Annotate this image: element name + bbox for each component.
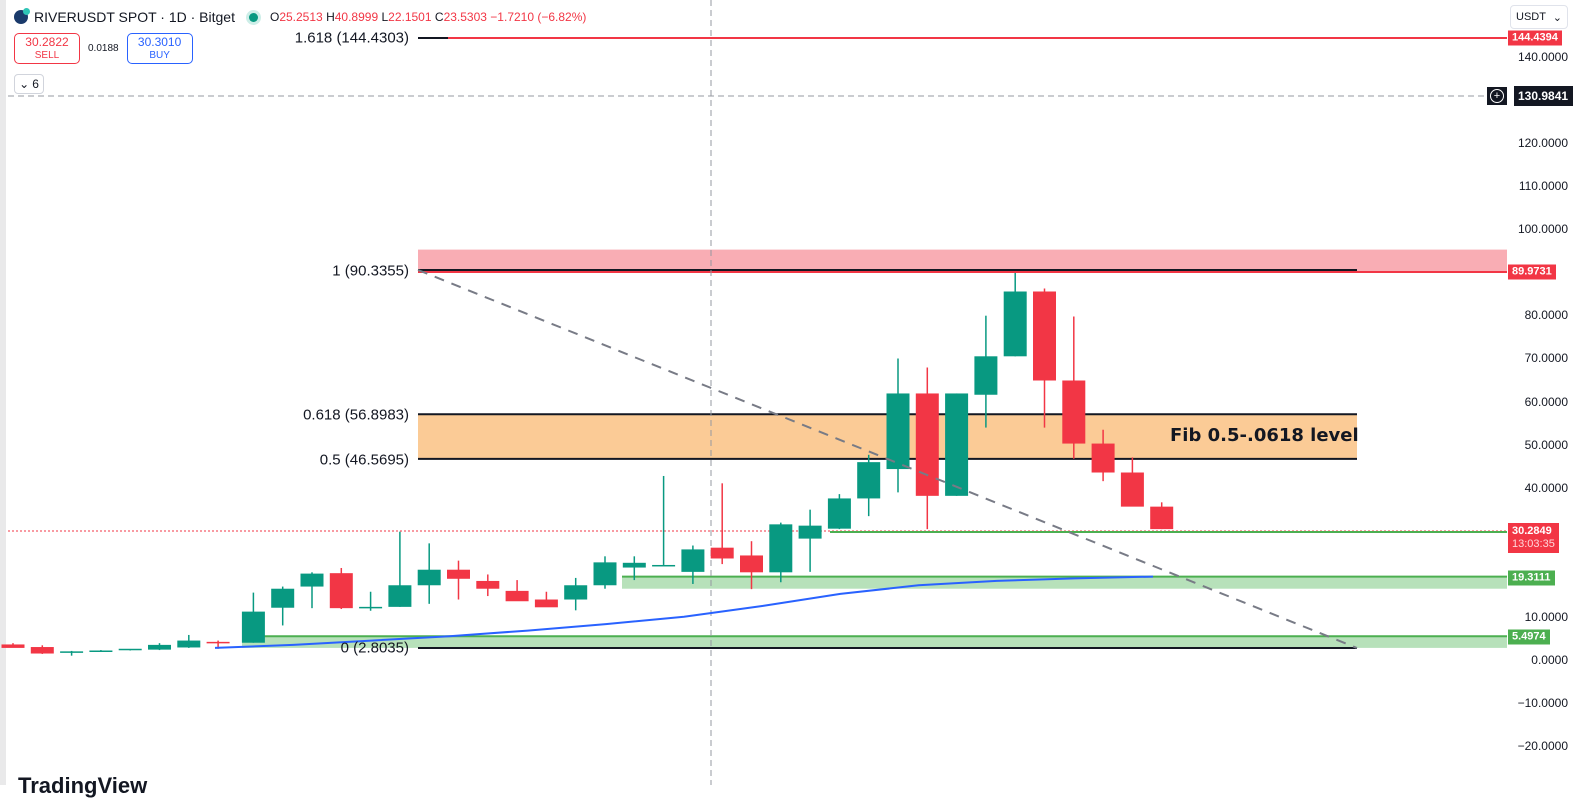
zone-support_2 [242,636,1507,648]
axis-tick: −10.0000 [1517,696,1568,710]
candle-body [681,549,705,572]
candle-body [564,585,588,600]
axis-tick: 60.0000 [1524,395,1568,409]
candle-body [740,555,763,573]
candle-body [1062,380,1086,444]
candle-body [886,393,910,470]
candle-body [241,611,265,643]
last-price: 30.2849 [1512,525,1552,537]
chevron-down-icon: ⌄ [1552,11,1562,24]
candle-body [30,647,54,654]
candle-body [593,562,617,586]
candle-body [974,356,998,395]
moving-average-line [214,575,1154,649]
zone-support_1 [622,576,1507,589]
candle-body [447,569,470,579]
spread-value: 0.0188 [88,43,119,54]
candle-body [417,569,441,586]
candle-body [1003,291,1027,357]
candle-body [89,650,113,652]
symbol-logo-icon [14,8,30,24]
sell-price: 30.2822 [25,34,69,49]
fib-label-1618: 1.618 (144.4303) [294,29,409,47]
candle-body [118,648,142,651]
candle-body [206,641,230,644]
last-price-tag: 30.2849 13:03:35 [1508,523,1559,553]
candle-body [1,644,25,648]
candle-body [60,651,84,653]
candle-body [505,590,529,602]
sell-button[interactable]: 30.2822 SELL [14,33,80,64]
axis-tick: 10.0000 [1524,610,1568,624]
left-toolbar-edge [0,0,6,785]
candle-body [388,585,412,607]
tradingview-watermark: TradingView [18,773,148,798]
candle-body [827,498,851,529]
zone-resistance [418,249,1507,272]
symbol-title[interactable]: RIVERUSDT SPOT · 1D · Bitget [34,9,235,25]
fib-zone-annotation[interactable]: Fib 0.5-.0618 level [1170,425,1359,446]
candle-body [1033,291,1056,381]
fib-label-0: 0 (2.8035) [340,639,409,657]
indicators-toggle-button[interactable]: ⌄ 6 [14,74,44,94]
sell-label: SELL [34,49,60,61]
candle-body [710,547,734,559]
add-alert-button[interactable]: + [1487,87,1507,105]
candle-body [1091,443,1115,473]
trade-panel: 30.2822 SELL 0.0188 30.3010 BUY [14,33,193,64]
axis-tick: −20.0000 [1517,739,1568,753]
candle-body [945,393,969,496]
candle-body [915,393,939,496]
currency-select[interactable]: USDT ⌄ [1510,5,1568,29]
candle-body [359,606,383,609]
candle-body [148,644,171,650]
axis-tick: 100.0000 [1517,222,1568,236]
axis-tick: 140.0000 [1517,50,1568,64]
plus-icon: + [1490,89,1504,103]
buy-label: BUY [149,49,170,61]
fib-label-05: 0.5 (46.5695) [319,451,409,469]
axis-tick: 0.0000 [1531,653,1568,667]
axis-tick: 50.0000 [1524,438,1568,452]
candle-body [769,524,793,573]
candle-body [1150,506,1174,530]
crosshair-price-tag: 130.9841 [1514,86,1574,106]
dashed-trendline [417,269,1358,649]
candle-body [1120,472,1144,507]
axis-tick: 120.0000 [1517,136,1568,150]
resistance-price-tag: 89.9731 [1508,264,1556,280]
candle-body [476,580,500,589]
axis-tick: 70.0000 [1524,351,1568,365]
candle-body [300,573,324,587]
buy-price: 30.3010 [137,34,182,49]
candle-body [798,525,822,539]
candle-body [652,564,676,567]
fib-1618-price-tag: 144.4394 [1508,30,1562,46]
candle-countdown: 13:03:35 [1512,538,1555,550]
axis-tick: 80.0000 [1524,308,1568,322]
candle-body [622,562,646,568]
support-1-price-tag: 19.3111 [1508,570,1555,586]
buy-button[interactable]: 30.3010 BUY [126,33,193,64]
ohlc-values: O25.2513 H40.8999 L22.1501 C23.5303 −1.7… [269,10,587,24]
axis-tick: 110.0000 [1518,179,1568,193]
candle-body [534,599,558,608]
chevron-down-icon: ⌄ [19,77,30,91]
fib-label-0618: 0.618 (56.8983) [303,406,409,424]
candle-body [857,462,881,499]
market-status-icon [248,12,258,22]
symbol-legend: RIVERUSDT SPOT · 1D · Bitget O25.2513 H4… [14,8,587,25]
candle-body [329,573,353,609]
candle-body [177,640,201,648]
support-2-price-tag: 5.4974 [1508,629,1550,645]
axis-tick: 40.0000 [1524,481,1568,495]
candle-body [271,588,295,608]
fib-label-1: 1 (90.3355) [332,262,409,280]
